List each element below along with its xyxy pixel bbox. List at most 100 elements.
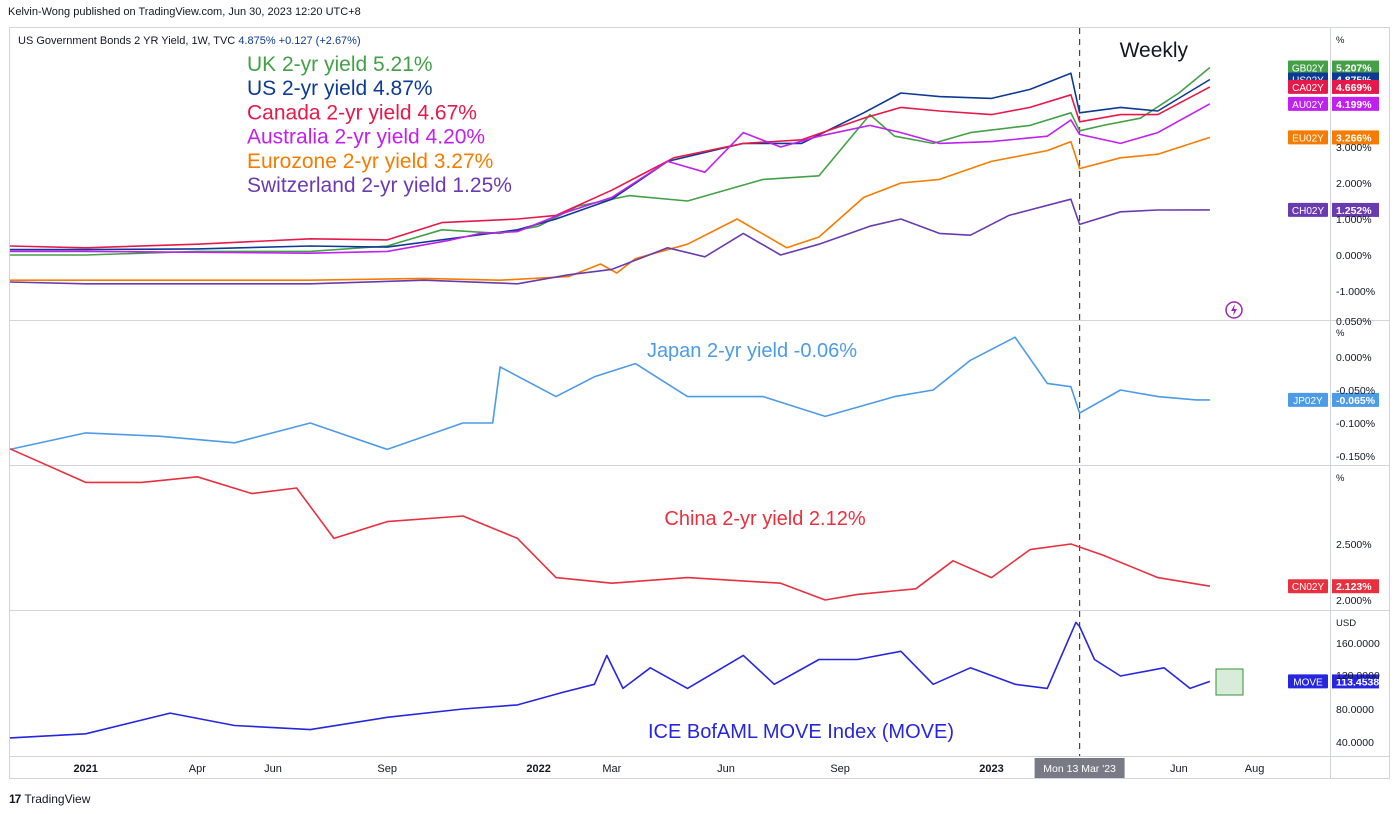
y-tick-label: 80.0000 <box>1336 704 1374 716</box>
price-tag-cn02y: CN02Y 2.123% <box>1288 579 1379 594</box>
y-tick-label-partial: 0.050% <box>1336 316 1372 328</box>
unit-label: % <box>1336 473 1345 484</box>
legend-entry: UK 2-yr yield 5.21% <box>247 53 433 76</box>
y-tick-label: -1.000% <box>1336 286 1375 298</box>
series-line-jp02y <box>9 336 1210 451</box>
move-title: ICE BofAML MOVE Index (MOVE) <box>648 721 954 743</box>
y-tick-label: 2.500% <box>1336 539 1372 551</box>
legend-entry: Australia 2-yr yield 4.20% <box>247 126 485 149</box>
x-tick-label: Sep <box>377 763 397 775</box>
crosshair-date-badge: Mon 13 Mar '23 <box>1034 758 1125 778</box>
series-line-au02y <box>10 103 1211 254</box>
symbol-tag-text: CH02Y <box>1292 206 1325 217</box>
weekly-label: Weekly <box>1120 39 1189 62</box>
pane-separators <box>9 28 1390 779</box>
footer-brand[interactable]: 17 TradingView <box>9 792 90 806</box>
symbol-bar: US Government Bonds 2 YR Yield, 1W, TVC … <box>18 35 361 47</box>
symbol-tag-text: AU02Y <box>1292 100 1324 111</box>
legend-entry: Switzerland 2-yr yield 1.25% <box>247 174 512 197</box>
symbol-tag-bg <box>1288 392 1328 407</box>
unit-label: % <box>1336 35 1345 46</box>
price-tag-eu02y: EU02Y 3.266% <box>1288 130 1379 145</box>
y-tick-label: 0.000% <box>1336 250 1372 262</box>
symbol-tag-bg <box>1288 130 1328 145</box>
symbol-tag-text: MOVE <box>1293 677 1323 688</box>
highlight-box <box>1215 668 1244 696</box>
symbol-tag-bg <box>1288 96 1328 111</box>
chart-frame <box>9 27 1390 779</box>
publisher-header: Kelvin-Wong published on TradingView.com… <box>8 6 361 18</box>
value-tag-bg <box>1332 392 1379 407</box>
value-tag-text: 2.123% <box>1336 581 1372 593</box>
x-tick-label: Sep <box>830 763 850 775</box>
crosshair-date-text: Mon 13 Mar '23 <box>1043 763 1116 775</box>
x-tick-label: Mar <box>602 763 621 775</box>
y-tick-label: 160.0000 <box>1336 638 1380 650</box>
symbol-tag-text: GB02Y <box>1292 64 1325 75</box>
price-tag-ca02y: CA02Y 4.669% <box>1288 79 1379 94</box>
series-line-us02y <box>10 72 1211 251</box>
icon-bolt <box>1231 304 1237 316</box>
value-tag-bg <box>1332 674 1379 689</box>
legend-entry: Eurozone 2-yr yield 3.27% <box>247 150 493 173</box>
value-tag-text: 4.199% <box>1336 99 1372 111</box>
symbol-tag-bg <box>1288 79 1328 94</box>
legend-entry: US 2-yr yield 4.87% <box>247 77 433 100</box>
value-tag-bg <box>1332 130 1379 145</box>
value-tag-text: -0.065% <box>1336 395 1376 407</box>
x-tick-label: Apr <box>189 763 206 775</box>
symbol-tag-bg <box>1288 202 1328 217</box>
x-tick-label: 2021 <box>73 763 97 775</box>
unit-label: % <box>1336 328 1345 339</box>
symbol-tag-bg <box>1288 579 1328 594</box>
price-tag-jp02y: JP02Y -0.065% <box>1288 392 1379 407</box>
tradingview-logo-icon: 17 <box>9 792 21 806</box>
symbol-tag-text: CA02Y <box>1292 83 1324 94</box>
value-tag-bg <box>1332 579 1379 594</box>
series-layer <box>9 66 1211 739</box>
x-tick-label: Jun <box>1170 763 1188 775</box>
value-tag-bg <box>1332 96 1379 111</box>
y-tick-label: -0.150% <box>1336 451 1375 463</box>
series-line-gb02y <box>10 66 1211 256</box>
value-tag-bg <box>1332 60 1379 75</box>
y-tick-label: 1.000% <box>1336 214 1372 226</box>
symbol-tag-bg <box>1288 674 1328 689</box>
x-tick-label: 2022 <box>526 763 550 775</box>
china-title: China 2-yr yield 2.12% <box>664 508 865 530</box>
price-tag-move: MOVE 113.4538 <box>1288 674 1379 689</box>
series-line-cn02y <box>9 448 1211 601</box>
x-tick-label: Jun <box>717 763 735 775</box>
value-tag-bg <box>1332 202 1379 217</box>
japan-title: Japan 2-yr yield -0.06% <box>647 340 857 362</box>
y-tick-label-partial: 120.0000 <box>1336 670 1380 682</box>
annotations-layer: US Government Bonds 2 YR Yield, 1W, TVC … <box>18 35 1244 743</box>
time-axis: 2021 Apr Jun Sep 2022 Mar Jun Sep 2023 Jun Aug Mon … <box>73 758 1264 778</box>
x-tick-label: Aug <box>1245 763 1265 775</box>
y-tick-label: 3.000% <box>1336 142 1372 154</box>
value-tag-text: 113.4538 <box>1336 676 1379 688</box>
price-tag-gb02y: GB02Y 5.207% <box>1288 60 1379 75</box>
value-tag-text: 5.207% <box>1336 63 1372 75</box>
legend-entry: Canada 2-yr yield 4.67% <box>247 101 477 124</box>
price-tag-au02y: AU02Y 4.199% <box>1288 96 1379 111</box>
value-tag-text: 3.266% <box>1336 132 1372 144</box>
series-line-move <box>9 621 1211 739</box>
y-tick-label: -0.050% <box>1336 385 1375 397</box>
series-line-eu02y <box>10 136 1211 282</box>
unit-label: USD <box>1336 618 1356 629</box>
symbol-tag-text: JP02Y <box>1293 396 1323 407</box>
series-line-ch02y <box>9 198 1210 285</box>
brand-name: TradingView <box>24 792 91 806</box>
series-line-ca02y <box>9 86 1211 249</box>
value-tag-text: 1.252% <box>1336 205 1372 217</box>
lightning-icon[interactable] <box>1225 301 1243 319</box>
price-axis: GB02Y5.207%US02Y4.875%CA02Y4.669%AU02Y4.… <box>1288 35 1380 749</box>
x-tick-label: Jun <box>264 763 282 775</box>
y-tick-label: -0.100% <box>1336 418 1375 430</box>
icon-ring <box>1225 301 1243 319</box>
y-tick-label: 0.000% <box>1336 352 1372 364</box>
x-tick-label: 2023 <box>979 763 1003 775</box>
price-tag-ch02y: CH02Y 1.252% <box>1288 202 1379 217</box>
